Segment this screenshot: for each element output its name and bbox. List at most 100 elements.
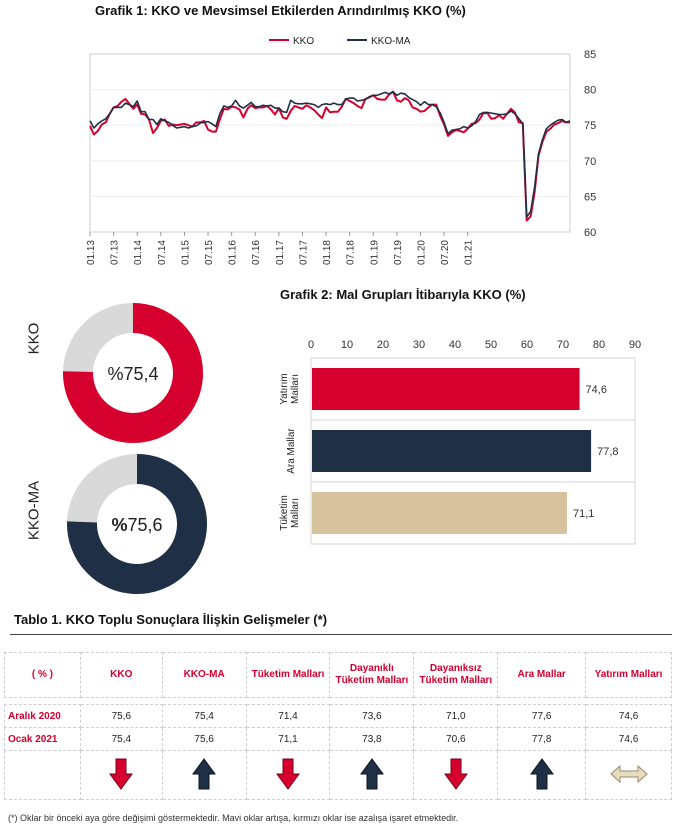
y-tick-label: 85 — [584, 49, 596, 61]
legend-kko-label: KKO — [293, 36, 314, 47]
bar-chart: 0 10 20 30 40 50 60 70 80 90 74,6 77,8 71,1 Yatırım… — [279, 339, 641, 545]
bar-value-label: 77,8 — [597, 446, 618, 458]
chart1-gridlines — [90, 89, 570, 197]
arrow-icon — [359, 757, 384, 789]
category-label: Ara Mallar — [286, 428, 297, 474]
bar — [312, 368, 580, 410]
arrow-cell — [161, 750, 247, 800]
arrow-icon — [192, 757, 217, 789]
arrow-cell — [585, 750, 672, 800]
kko-line — [89, 90, 570, 222]
header-yatirim: Yatırım Malları — [585, 652, 672, 698]
header-kkoma: KKO-MA — [161, 652, 247, 698]
x-tick-label: 01.19 — [369, 240, 380, 265]
table-cell: 77,8 — [497, 727, 587, 751]
down-arrow-shape — [276, 758, 300, 790]
row-label: Aralık 2020 — [4, 704, 81, 728]
y-tick-label: 60 — [584, 227, 596, 239]
donut-kko-value: %75,4 — [107, 364, 158, 384]
table-cell: 71,4 — [245, 704, 331, 728]
y-tick-label: 70 — [584, 156, 596, 168]
arrow-row — [4, 750, 672, 800]
up-arrow-shape — [529, 757, 554, 789]
chart1-legend: KKO KKO-MA — [269, 36, 411, 47]
header-dayanikli: Dayanıklı Tüketim Malları — [329, 652, 415, 698]
header-unit: ( % ) — [4, 652, 81, 698]
x-tick-label: 0 — [308, 339, 314, 351]
donut-kkoma: %75,6 — [67, 454, 207, 594]
chart1-plot-frame — [89, 53, 571, 233]
arrow-icon — [109, 758, 134, 790]
x-tick-label: 20 — [377, 339, 389, 351]
x-tick-label: 01.18 — [322, 240, 333, 265]
x-tick-label: 01.14 — [133, 240, 144, 265]
header-tuketim: Tüketim Malları — [245, 652, 331, 698]
table-cell: 74,6 — [585, 727, 672, 751]
up-arrow-shape — [192, 757, 217, 789]
bar — [312, 492, 567, 534]
donut-kkoma-prefix: % — [111, 515, 127, 535]
chart1-title: Grafik 1: KKO ve Mevsimsel Etkilerden Ar… — [95, 3, 466, 18]
x-tick-label: 07.19 — [393, 240, 404, 265]
arrow-cell — [497, 750, 587, 800]
x-tick-label: 01.13 — [86, 240, 97, 265]
x-tick-label: 07.20 — [440, 240, 451, 265]
flat-arrow-shape — [609, 764, 648, 783]
arrow-cell — [329, 750, 415, 800]
chart2-category-labels: YatırımMalları Ara Mallar TüketimMalları — [279, 373, 301, 531]
header-kko: KKO — [79, 652, 163, 698]
x-tick-label: 07.14 — [157, 240, 168, 265]
table-cell: 73,8 — [329, 727, 415, 751]
table-cell: 74,6 — [585, 704, 672, 728]
donut-kkoma-label: KKO-MA — [25, 480, 43, 541]
table-cell: 75,6 — [79, 704, 163, 728]
category-label: YatırımMalları — [279, 373, 301, 404]
arrow-cell — [413, 750, 499, 800]
down-arrow-shape — [109, 758, 134, 790]
table-cell: 73,6 — [329, 704, 415, 728]
table-spacer — [5, 698, 672, 705]
donut-kko: %75,4 — [63, 303, 203, 443]
x-tick-label: 30 — [413, 339, 425, 351]
table-row: Ocak 2021 75,4 75,6 71,1 73,8 70,6 77,8 … — [4, 727, 672, 751]
arrow-icon — [609, 764, 648, 783]
x-tick-label: 50 — [485, 339, 497, 351]
x-tick-label: 01.16 — [228, 240, 239, 265]
donut-kkoma-value-text: %75,6 — [111, 515, 162, 535]
x-tick-label: 07.16 — [251, 240, 262, 265]
x-tick-label: 90 — [629, 339, 641, 351]
header-dayaniksiz: Dayanıksız Tüketim Malları — [413, 652, 499, 698]
table-title: Tablo 1. KKO Toplu Sonuçlara İlişkin Gel… — [14, 612, 328, 627]
table-cell: 77,6 — [497, 704, 587, 728]
bar-value-label: 71,1 — [573, 508, 594, 520]
y-tick-label: 80 — [584, 85, 596, 97]
arrow-icon — [529, 757, 554, 789]
category-label: TüketimMalları — [279, 495, 301, 531]
x-tick-label: 07.17 — [298, 240, 309, 265]
up-arrow-shape — [359, 757, 384, 789]
table-row: Aralık 2020 75,6 75,4 71,4 73,6 71,0 77,… — [4, 704, 672, 728]
x-tick-label: 07.13 — [110, 240, 121, 265]
x-tick-label: 70 — [557, 339, 569, 351]
legend-kkoma-label: KKO-MA — [371, 36, 411, 47]
down-arrow-shape — [443, 758, 468, 790]
table-header-row: ( % ) KKO KKO-MA Tüketim Malları Dayanık… — [4, 652, 672, 698]
chart2-gridlines — [311, 419, 635, 483]
chart2-x-ticks: 0 10 20 30 40 50 60 70 80 90 — [308, 339, 641, 351]
donut-kkoma-arc — [67, 454, 207, 594]
x-tick-label: 07.15 — [204, 240, 215, 265]
arrow-icon — [276, 758, 300, 790]
chart1-series — [89, 90, 571, 222]
x-tick-label: 01.20 — [416, 240, 427, 265]
donut-kko-arc — [63, 303, 203, 443]
table-cell: 75,4 — [79, 727, 163, 751]
table-cell: 75,4 — [161, 704, 247, 728]
chart2-bars: 74,6 77,8 71,1 — [312, 368, 619, 534]
chart1-y-ticks: 85 80 75 70 65 60 — [584, 49, 596, 239]
arrow-icon — [443, 758, 468, 790]
x-tick-label: 40 — [449, 339, 461, 351]
table-cell: 75,6 — [161, 727, 247, 751]
x-tick-label: 60 — [521, 339, 533, 351]
x-tick-label: 80 — [593, 339, 605, 351]
